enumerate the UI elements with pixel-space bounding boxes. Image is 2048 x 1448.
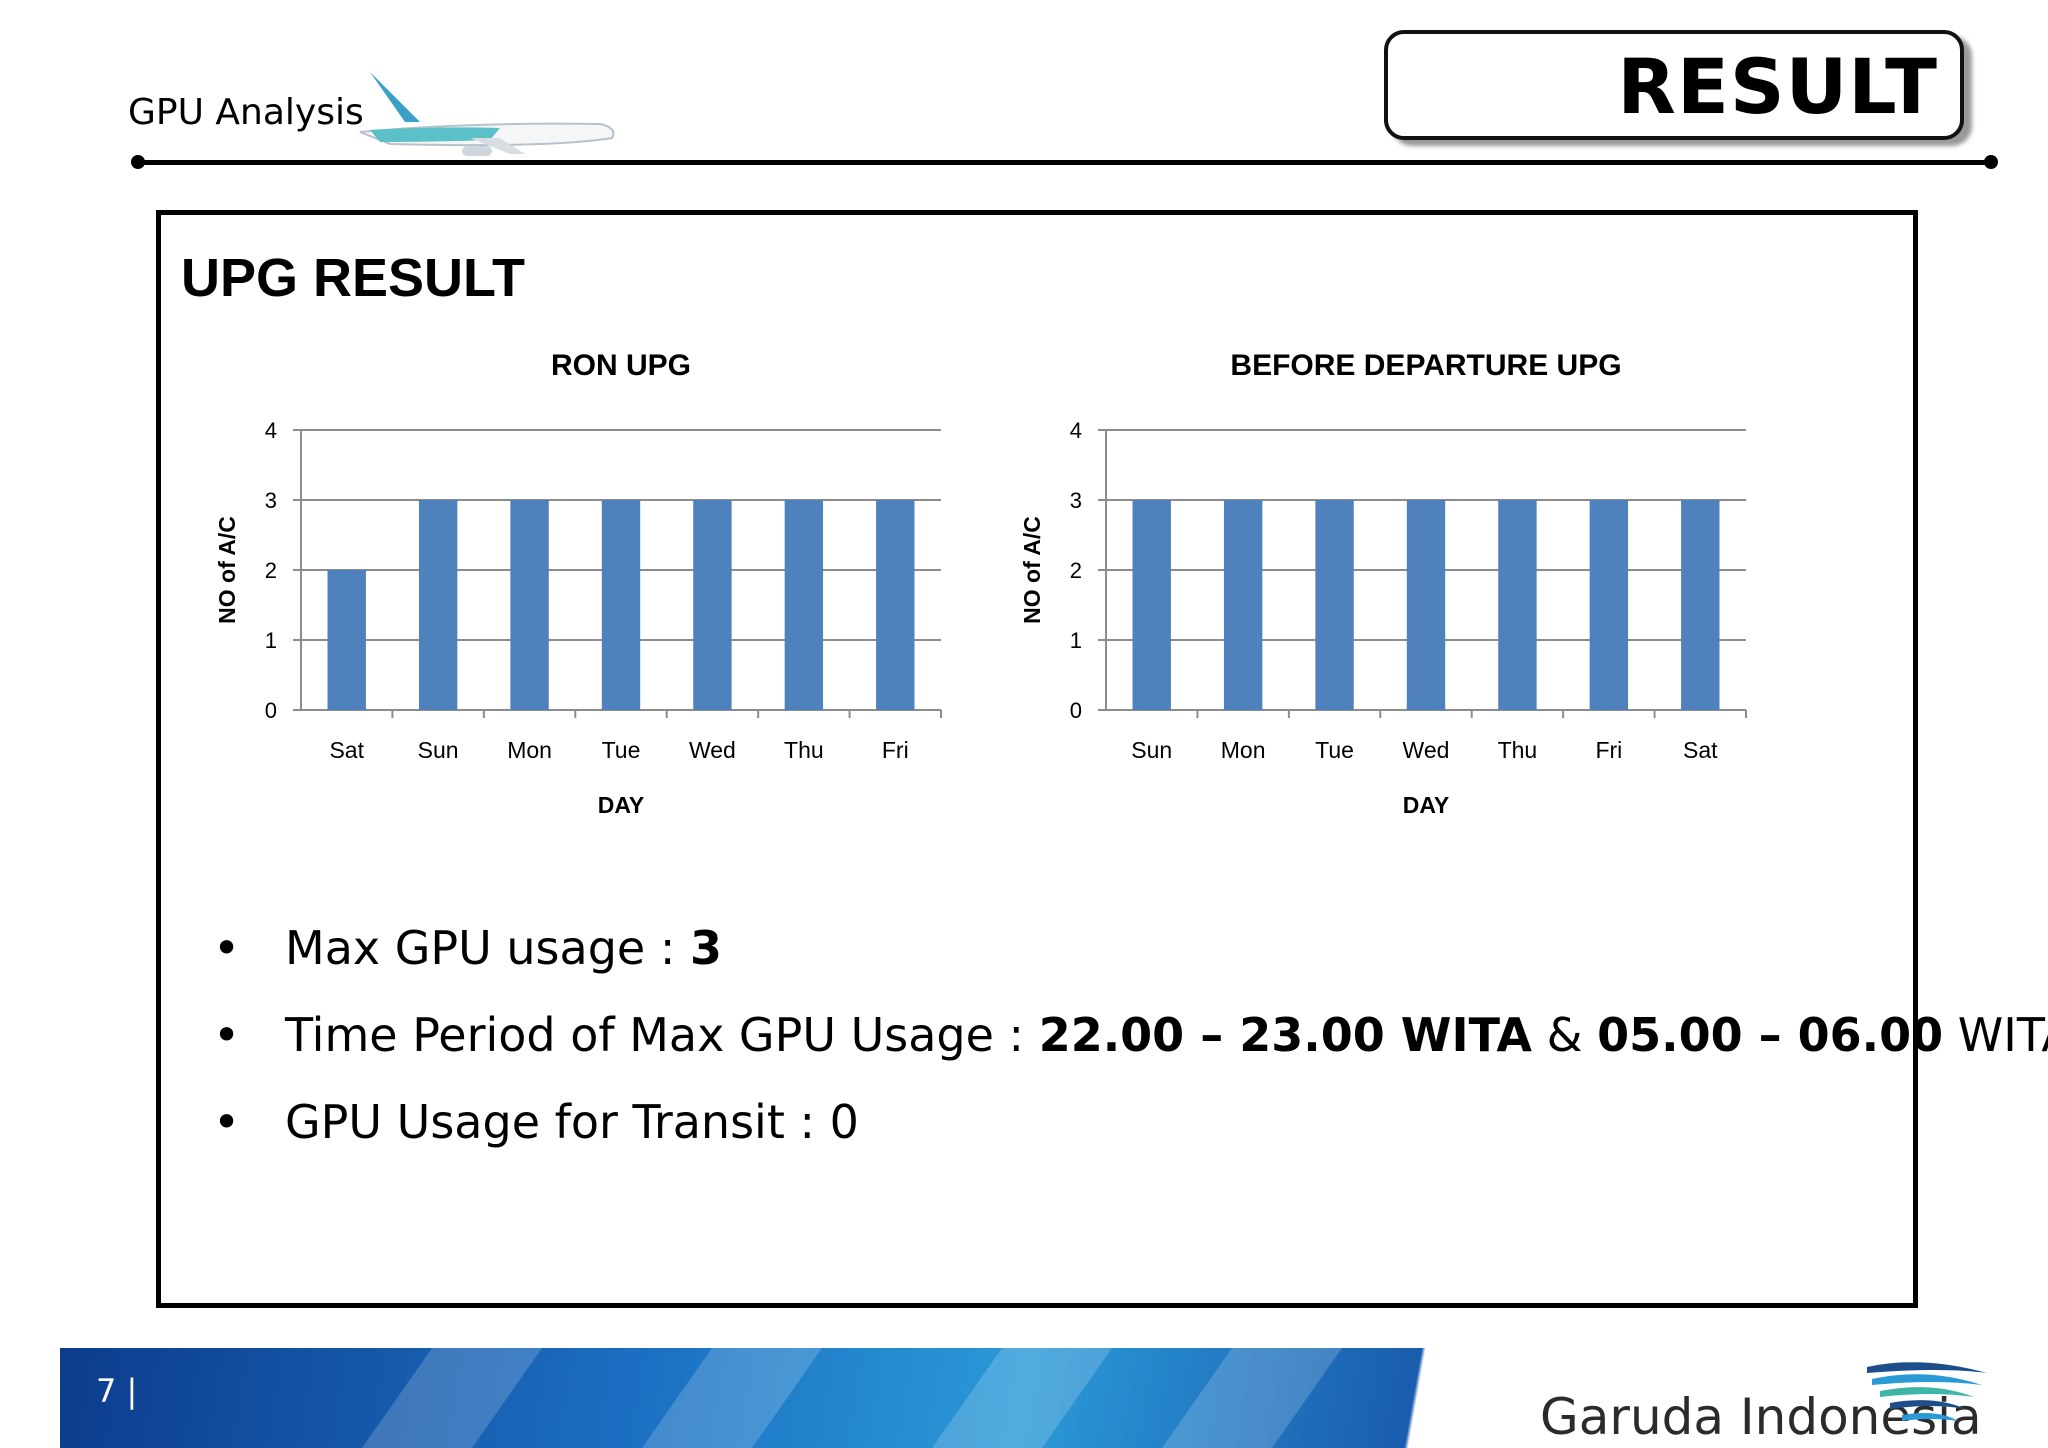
result-panel: UPG RESULT RON UPG 0 1 2 3 4 Sat Sun Mon Tue Wed Th… bbox=[156, 210, 2048, 1308]
x-tick-label: Wed bbox=[689, 737, 736, 763]
x-tick-label: Tue bbox=[602, 737, 641, 763]
bar bbox=[327, 570, 366, 710]
summary-item: Max GPU usage : 3 bbox=[213, 905, 2048, 992]
chart-title: BEFORE DEPARTURE UPG bbox=[1230, 349, 1621, 382]
chart-title: RON UPG bbox=[551, 349, 691, 382]
y-tick-label: 0 bbox=[1070, 698, 1082, 723]
y-tick-label: 4 bbox=[1070, 418, 1082, 443]
x-tick-label: Thu bbox=[1498, 737, 1538, 763]
bar bbox=[1589, 500, 1629, 710]
bar bbox=[1132, 500, 1171, 710]
y-tick-label: 1 bbox=[1070, 628, 1082, 653]
x-tick-label: Fri bbox=[1595, 737, 1622, 763]
summary-text: 3 bbox=[689, 921, 722, 975]
summary-text: 22.00 – 23.00 WITA bbox=[1038, 1008, 1532, 1062]
summary-list: Max GPU usage : 3Time Period of Max GPU … bbox=[213, 905, 2048, 1166]
bar bbox=[876, 500, 915, 710]
chart-svg: RON UPG 0 1 2 3 4 Sat Sun Mon Tue Wed Thu Fri DAY NO o… bbox=[214, 349, 942, 818]
summary-text: Max GPU usage : bbox=[285, 921, 690, 975]
summary-text: Time Period of Max GPU Usage : bbox=[285, 1008, 1039, 1062]
x-tick-label: Fri bbox=[882, 737, 909, 763]
x-tick-label: Sun bbox=[1131, 737, 1172, 763]
x-tick-label: Tue bbox=[1315, 737, 1354, 763]
header-brand: GPU Analysis bbox=[128, 92, 364, 133]
y-tick-label: 3 bbox=[265, 488, 277, 513]
panel-title: UPG RESULT bbox=[181, 248, 526, 308]
y-tick-label: 2 bbox=[265, 558, 277, 583]
page-title: RESULT bbox=[1617, 42, 1938, 131]
y-tick-label: 3 bbox=[1070, 488, 1082, 513]
summary-text: & bbox=[1532, 1008, 1598, 1062]
y-axis-label: NO of A/C bbox=[214, 516, 240, 624]
bar bbox=[693, 500, 732, 710]
summary-item: Time Period of Max GPU Usage : 22.00 – 2… bbox=[213, 992, 2048, 1079]
bar bbox=[601, 500, 641, 710]
y-axis-label: NO of A/C bbox=[1019, 516, 1045, 624]
summary-text: GPU Usage for Transit : 0 bbox=[285, 1095, 859, 1149]
chart-svg: BEFORE DEPARTURE UPG 0 1 2 3 4 Sun Mon Tue Wed Thu… bbox=[1019, 349, 1747, 818]
bar bbox=[510, 500, 549, 710]
x-tick-label: Wed bbox=[1403, 737, 1450, 763]
x-tick-label: Sat bbox=[1683, 737, 1718, 763]
y-tick-label: 0 bbox=[265, 698, 277, 723]
summary-item: GPU Usage for Transit : 0 bbox=[213, 1079, 2048, 1166]
bar bbox=[1406, 500, 1446, 710]
summary-text: WITA bbox=[1957, 1008, 2048, 1062]
divider-dot-right bbox=[1984, 155, 1998, 169]
x-tick-label: Thu bbox=[784, 737, 824, 763]
x-tick-label: Mon bbox=[1221, 737, 1266, 763]
bar bbox=[1315, 500, 1354, 710]
x-axis-label: DAY bbox=[598, 792, 644, 818]
bar bbox=[418, 500, 458, 710]
page-number: 7 | bbox=[96, 1372, 138, 1410]
bar bbox=[1223, 500, 1263, 710]
y-tick-label: 1 bbox=[265, 628, 277, 653]
bar bbox=[1498, 500, 1537, 710]
bar bbox=[1681, 500, 1720, 710]
x-axis-label: DAY bbox=[1403, 792, 1449, 818]
bar bbox=[784, 500, 824, 710]
x-tick-label: Sun bbox=[418, 737, 459, 763]
header-divider bbox=[138, 160, 1988, 165]
y-tick-label: 4 bbox=[265, 418, 277, 443]
garuda-bird-logo-icon bbox=[1867, 1362, 1987, 1421]
x-tick-label: Sat bbox=[329, 737, 364, 763]
ron-upg-chart: RON UPG 0 1 2 3 4 Sat Sun Mon Tue Wed Thu Fri DAY NO o… bbox=[201, 335, 981, 835]
x-tick-label: Mon bbox=[507, 737, 552, 763]
before-departure-upg-chart: BEFORE DEPARTURE UPG 0 1 2 3 4 Sun Mon Tue Wed Thu… bbox=[1006, 335, 1786, 835]
summary-text: 05.00 – 06.00 bbox=[1597, 1008, 1944, 1062]
divider-dot-left bbox=[131, 155, 145, 169]
airplane-icon bbox=[359, 72, 615, 156]
result-title-box: RESULT bbox=[1384, 30, 1964, 140]
footer-banner: 7 | bbox=[60, 1348, 1988, 1448]
y-tick-label: 2 bbox=[1070, 558, 1082, 583]
